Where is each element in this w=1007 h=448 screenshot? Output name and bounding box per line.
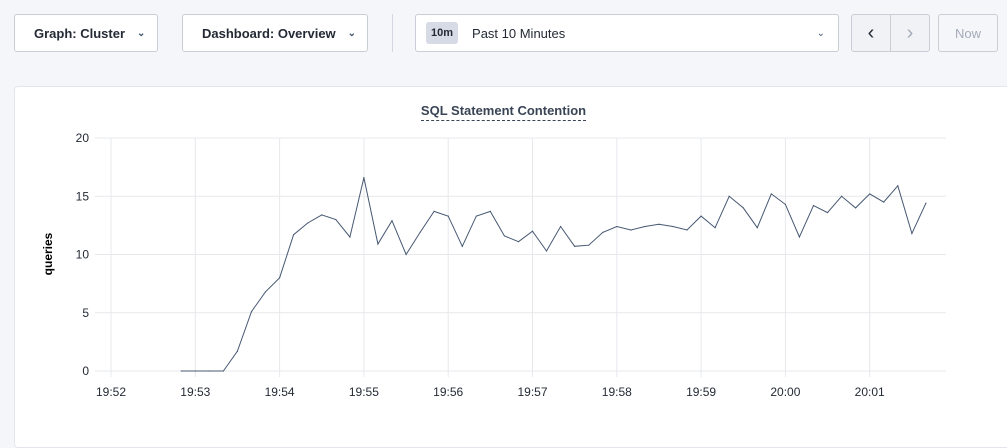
- data-point: [363, 177, 365, 179]
- data-point: [742, 207, 744, 209]
- chevron-down-icon: ⌄: [137, 27, 146, 39]
- x-tick-label: 19:53: [180, 385, 210, 399]
- data-point: [293, 234, 295, 236]
- data-point: [307, 222, 309, 224]
- data-point: [208, 370, 210, 372]
- data-point: [925, 202, 927, 204]
- data-point: [222, 370, 224, 372]
- chevron-right-icon[interactable]: ›: [906, 21, 914, 44]
- now-label: Now: [954, 25, 981, 41]
- data-point: [180, 370, 182, 372]
- data-point: [770, 193, 772, 195]
- x-tick-label: 19:56: [433, 385, 463, 399]
- data-point: [812, 204, 815, 207]
- data-point: [517, 241, 520, 243]
- time-nav: ‹ ›: [851, 14, 930, 52]
- data-point: [433, 210, 435, 212]
- graph-selector[interactable]: Graph: Cluster ⌄: [14, 14, 158, 52]
- data-point: [869, 193, 871, 195]
- y-tick-label: 0: [82, 364, 89, 378]
- data-point: [574, 245, 576, 247]
- data-point: [377, 243, 379, 245]
- chart-title[interactable]: SQL Statement Contention: [0, 103, 1007, 121]
- data-point: [714, 227, 716, 229]
- data-point: [419, 231, 421, 233]
- series-line: [181, 177, 927, 372]
- data-point: [700, 215, 702, 217]
- data-point: [461, 245, 463, 247]
- chevron-down-icon: ⌄: [347, 27, 357, 39]
- data-point: [391, 220, 393, 222]
- data-point: [321, 214, 323, 216]
- chevron-left-icon[interactable]: ‹: [852, 15, 891, 51]
- data-point: [531, 230, 534, 232]
- y-tick-label: 10: [76, 248, 90, 262]
- divider: [392, 14, 393, 52]
- y-tick-label: 5: [82, 306, 89, 320]
- data-point: [335, 218, 337, 221]
- data-point: [236, 350, 239, 352]
- time-range-selector[interactable]: 10m Past 10 Minutes ⌄: [415, 14, 839, 52]
- data-point: [798, 236, 801, 238]
- data-point: [447, 215, 449, 217]
- data-point: [784, 203, 787, 206]
- data-point: [911, 232, 913, 235]
- data-point: [897, 185, 899, 187]
- time-range-label: Past 10 Minutes: [472, 25, 566, 41]
- line-chart: 0 5 10 15 20 19:52 19:53 19:54 19:55 19:56 19:57 19…: [41, 131, 946, 399]
- data-point: [644, 225, 646, 228]
- data-point: [489, 210, 491, 212]
- data-point: [545, 250, 548, 252]
- data-point: [658, 223, 660, 225]
- data-point: [405, 253, 407, 256]
- data-point: [616, 225, 618, 228]
- data-point: [560, 225, 562, 228]
- data-point: [826, 211, 829, 214]
- x-tick-label: 19:57: [517, 385, 547, 399]
- data-point: [194, 370, 196, 372]
- data-point: [602, 231, 604, 233]
- data-point: [728, 195, 730, 197]
- data-point: [756, 227, 758, 229]
- data-point: [250, 310, 253, 313]
- data-point: [279, 277, 281, 279]
- data-point: [855, 207, 857, 209]
- data-point: [475, 215, 477, 217]
- now-button[interactable]: Now: [938, 14, 998, 52]
- data-point: [349, 236, 351, 238]
- x-tick-label: 19:59: [686, 385, 716, 399]
- x-tick-label: 19:58: [602, 385, 632, 399]
- y-axis-label: queries: [41, 232, 55, 275]
- data-point: [630, 229, 632, 231]
- x-tick-label: 20:00: [770, 385, 800, 399]
- x-tick-label: 19:54: [265, 385, 295, 399]
- x-tick-label: 20:01: [855, 385, 885, 399]
- y-tick-label: 15: [76, 189, 90, 203]
- data-point: [503, 235, 505, 237]
- data-point: [883, 201, 885, 203]
- x-tick-label: 19:52: [96, 385, 126, 399]
- data-point: [588, 244, 590, 246]
- data-point: [841, 195, 843, 197]
- y-tick-label: 20: [76, 131, 90, 145]
- graph-selector-label: Graph: Cluster: [34, 25, 126, 41]
- data-point: [686, 229, 688, 231]
- data-point: [264, 291, 267, 293]
- chevron-down-icon: ⌄: [816, 27, 825, 39]
- x-tick-label: 19:55: [349, 385, 379, 399]
- data-point: [672, 225, 674, 228]
- dashboard-selector-label: Dashboard: Overview: [202, 25, 336, 41]
- time-range-badge: 10m: [426, 22, 459, 44]
- dashboard-selector[interactable]: Dashboard: Overview ⌄: [182, 14, 368, 52]
- chart-card: [14, 86, 1007, 448]
